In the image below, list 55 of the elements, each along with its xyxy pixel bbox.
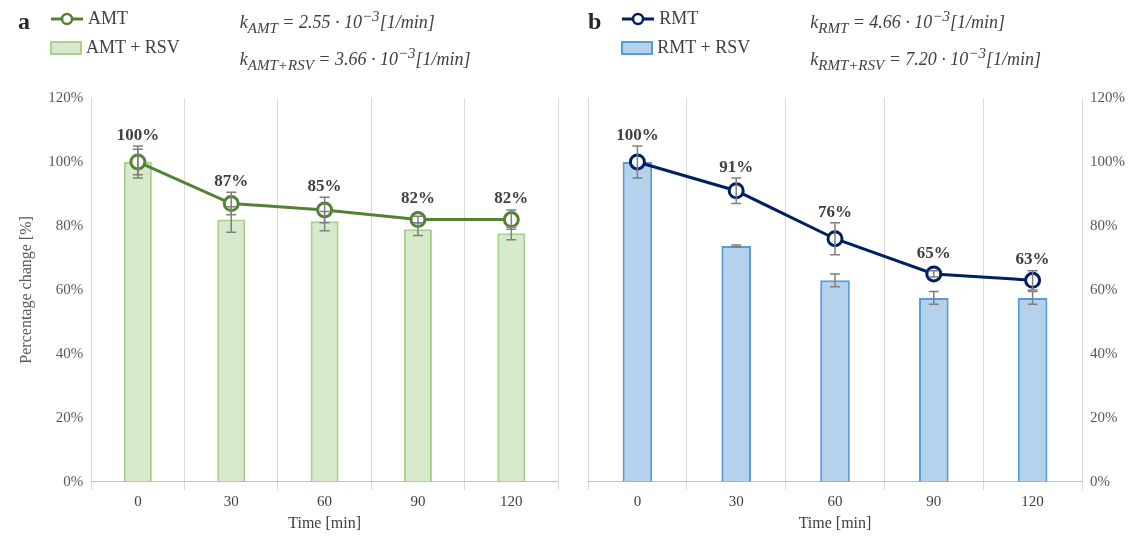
data-label: 76% — [818, 201, 852, 221]
point — [925, 265, 943, 283]
y-tick-label: 80% — [55, 216, 84, 233]
y2-tick-label: 60% — [1090, 280, 1118, 297]
x-tick-label: 60 — [827, 492, 843, 509]
y2-tick-label: 0% — [1090, 472, 1110, 489]
y-tick-label: 100% — [48, 152, 84, 169]
y-axis-title: Percentage change [%] — [16, 216, 35, 364]
point — [628, 153, 646, 171]
y-tick-label: 20% — [55, 408, 84, 425]
bar — [622, 161, 653, 482]
point — [409, 211, 427, 229]
bar — [820, 280, 850, 482]
x-axis-title: Time [min] — [288, 513, 361, 531]
text: k$_{RMT+RSV}$ = 7.20 · 10$^{−3}$[1/min] — [810, 44, 1041, 74]
data-label: 63% — [1015, 249, 1050, 269]
text: k$_{AMT}$ = 2.55 · 10$^{−3}$[1/min] — [239, 8, 436, 37]
bar — [1017, 297, 1048, 482]
y2-tick-label: 80% — [1090, 216, 1118, 233]
data-label: 100% — [616, 124, 659, 144]
legend-label: AMT — [88, 8, 128, 29]
legend-label: RMT — [659, 8, 699, 29]
y2-tick-label: 120% — [1090, 88, 1125, 105]
bar — [721, 246, 752, 482]
y-tick-label: 0% — [63, 472, 84, 489]
data-label: 100% — [116, 124, 160, 144]
legend-label: RMT + RSV — [657, 37, 751, 58]
x-tick-label: 120 — [500, 492, 523, 509]
legend-label: AMT + RSV — [86, 37, 180, 58]
x-tick-label: 60 — [317, 492, 333, 509]
y2-tick-label: 100% — [1090, 152, 1125, 169]
data-label: 82% — [494, 188, 529, 208]
x-tick-label: 30 — [223, 492, 239, 509]
y-tick-label: 120% — [48, 88, 84, 105]
x-tick-label: 30 — [728, 492, 744, 509]
y2-tick-label: 20% — [1090, 408, 1118, 425]
chart-title: a — [18, 8, 30, 35]
data-label: 85% — [307, 176, 342, 196]
x-tick-label: 0 — [633, 492, 642, 509]
x-axis-title: Time [min] — [798, 513, 872, 531]
bar — [918, 297, 949, 482]
x-tick-label: 90 — [926, 492, 942, 509]
data-label: 65% — [916, 242, 951, 262]
text: k$_{AMT+RSV}$ = 3.66 · 10$^{−3}$[1/min] — [239, 44, 471, 74]
data-label: 82% — [400, 188, 435, 208]
y2-tick-label: 40% — [1090, 344, 1118, 361]
x-tick-label: 90 — [410, 492, 426, 509]
data-label: 91% — [719, 156, 754, 176]
data-label: 87% — [214, 171, 249, 191]
x-tick-label: 120 — [1021, 492, 1044, 509]
x-tick-label: 0 — [134, 492, 142, 509]
y-tick-label: 40% — [55, 344, 84, 361]
text: k$_{RMT}$ = 4.66 · 10$^{−3}$[1/min] — [810, 8, 1006, 37]
chart-title: b — [588, 8, 602, 35]
y-tick-label: 60% — [55, 280, 84, 297]
